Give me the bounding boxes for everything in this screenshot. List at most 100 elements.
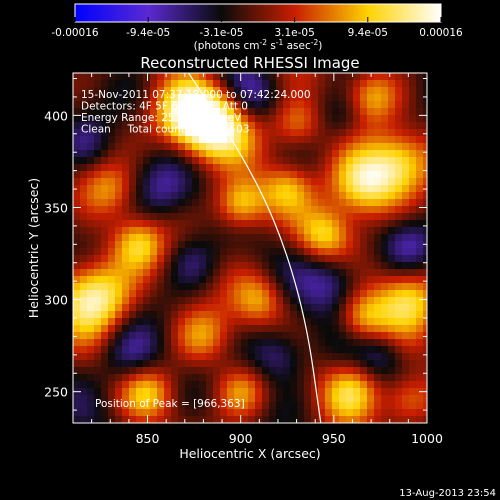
heatmap-cell [213, 129, 221, 137]
heatmap-cell [262, 185, 270, 193]
heatmap-cell [87, 332, 95, 340]
heatmap-cell [94, 402, 102, 410]
heatmap-cell [192, 416, 200, 423]
heatmap-cell [171, 129, 179, 137]
heatmap-cell [101, 255, 109, 263]
heatmap-cell [276, 318, 284, 326]
heatmap-cell [241, 94, 249, 102]
heatmap-cell [381, 157, 389, 165]
annotation-line: Clean Total counts: 9.46E+03 [81, 124, 250, 136]
heatmap-cell [136, 122, 144, 130]
heatmap-cell [192, 178, 200, 186]
heatmap-cell [276, 185, 284, 193]
heatmap-cell [129, 374, 137, 382]
heatmap-cell [353, 304, 361, 312]
heatmap-cell [269, 73, 277, 81]
heatmap-cell [416, 367, 424, 375]
heatmap-cell [346, 241, 354, 249]
heatmap-cell [122, 346, 130, 354]
heatmap-cell [129, 297, 137, 305]
heatmap-cell [290, 311, 298, 319]
heatmap-cell [185, 129, 193, 137]
heatmap-cell [150, 101, 158, 109]
heatmap-cell [332, 157, 340, 165]
heatmap-cell [129, 360, 137, 368]
heatmap-cell [185, 143, 193, 151]
heatmap-cell [360, 136, 368, 144]
heatmap-cell [136, 332, 144, 340]
heatmap-cell [185, 381, 193, 389]
heatmap-cell [346, 283, 354, 291]
heatmap-cell [129, 143, 137, 151]
heatmap-cell [395, 409, 403, 417]
heatmap-pixels [73, 73, 427, 423]
heatmap-cell [178, 129, 186, 137]
heatmap-cell [248, 122, 256, 130]
heatmap-cell [367, 143, 375, 151]
heatmap-cell [276, 353, 284, 361]
heatmap-cell [339, 297, 347, 305]
heatmap-cell [360, 311, 368, 319]
heatmap-cell [241, 164, 249, 172]
heatmap-cell [227, 164, 235, 172]
heatmap-cell [262, 115, 270, 123]
heatmap-cell [367, 395, 375, 403]
heatmap-cell [325, 283, 333, 291]
heatmap-cell [423, 206, 427, 214]
heatmap-cell [395, 346, 403, 354]
heatmap-cell [185, 192, 193, 200]
heatmap-cell [311, 206, 319, 214]
heatmap-cell [248, 367, 256, 375]
heatmap-cell [388, 262, 396, 270]
heatmap-cell [332, 248, 340, 256]
heatmap-cell [304, 283, 312, 291]
heatmap-cell [339, 178, 347, 186]
heatmap-cell [360, 248, 368, 256]
heatmap-cell [283, 304, 291, 312]
heatmap-cell [262, 108, 270, 116]
heatmap-cell [108, 318, 116, 326]
heatmap-cell [283, 367, 291, 375]
heatmap-cell [108, 367, 116, 375]
heatmap-cell [255, 262, 263, 270]
heatmap-cell [94, 367, 102, 375]
heatmap-cell [108, 262, 116, 270]
heatmap-cell [374, 374, 382, 382]
heatmap-cell [185, 206, 193, 214]
heatmap-cell [388, 178, 396, 186]
heatmap-cell [157, 325, 165, 333]
heatmap-cell [339, 143, 347, 151]
heatmap-cell [360, 192, 368, 200]
heatmap-cell [332, 367, 340, 375]
heatmap-cell [227, 353, 235, 361]
heatmap-cell [304, 227, 312, 235]
heatmap-cell [290, 297, 298, 305]
heatmap-cell [276, 248, 284, 256]
heatmap-cell [332, 360, 340, 368]
heatmap-cell [423, 87, 427, 95]
heatmap-cell [220, 255, 228, 263]
heatmap-cell [248, 332, 256, 340]
heatmap-cell [80, 234, 88, 242]
heatmap-cell [108, 374, 116, 382]
heatmap-cell [381, 297, 389, 305]
heatmap-cell [304, 94, 312, 102]
heatmap-cell [241, 206, 249, 214]
colorbar [74, 3, 442, 23]
heatmap-cell [171, 402, 179, 410]
heatmap-cell [122, 115, 130, 123]
heatmap-cell [164, 129, 172, 137]
heatmap-cell [178, 262, 186, 270]
heatmap-cell [73, 178, 81, 186]
heatmap-cell [381, 136, 389, 144]
heatmap-cell [220, 353, 228, 361]
heatmap-cell [374, 213, 382, 221]
heatmap-cell [108, 108, 116, 116]
heatmap-cell [94, 409, 102, 417]
heatmap-cell [241, 248, 249, 256]
heatmap-cell [360, 164, 368, 172]
colorbar-tick-label: 0.00016 [419, 27, 463, 39]
heatmap-cell [325, 339, 333, 347]
heatmap-cell [318, 416, 326, 423]
heatmap-cell [73, 199, 81, 207]
